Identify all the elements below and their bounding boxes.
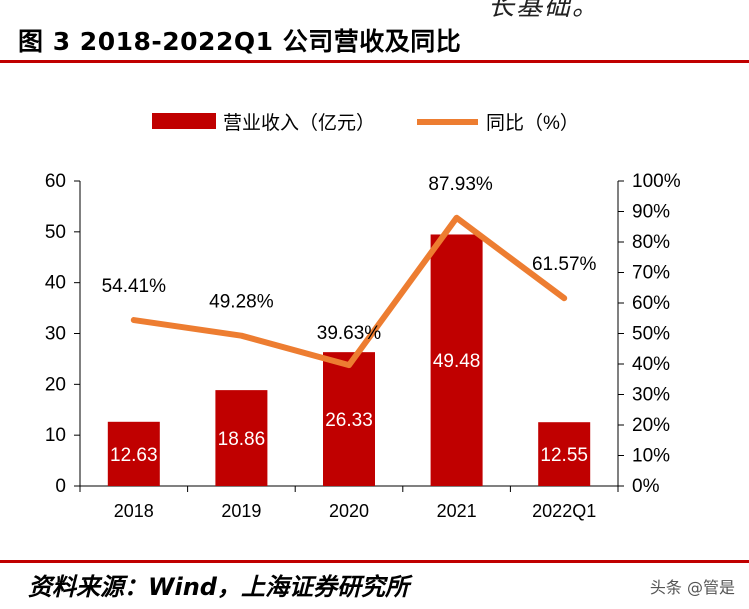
revenue-bar-label: 18.86 [218,429,266,450]
y-left-tick-label: 20 [45,374,66,395]
x-tick-label: 2022Q1 [532,501,596,521]
title-rule [0,60,749,63]
y-right-tick-label: 10% [632,446,670,467]
y-right-tick-label: 30% [632,385,670,406]
x-tick-label: 2020 [329,501,369,521]
y-right-tick-label: 60% [632,293,670,314]
y-right-tick-label: 40% [632,354,670,375]
source-note: 资料来源：Wind，上海证券研究所 [28,573,409,601]
chart: 营业收入（亿元） 同比（%） 0 10 20 30 40 50 60 0% 10% 20% 30% 40%… [45,112,681,521]
yoy-line-label: 49.28% [209,292,274,313]
revenue-bar [538,422,591,486]
y-right-tick-label: 20% [632,415,670,436]
y-left-tick-label: 60 [45,171,66,192]
revenue-bar-label: 26.33 [325,410,373,431]
revenue-bar-label: 49.48 [433,351,481,372]
y-right-tick-label: 80% [632,232,670,253]
revenue-bar [430,234,483,486]
revenue-bar [323,352,375,486]
revenue-bar [107,421,160,486]
yoy-line-label: 61.57% [532,254,597,275]
legend-bar-label: 营业收入（亿元） [223,112,375,134]
y-right-tick-label: 50% [632,324,670,345]
y-right-tick-label: 0% [632,476,660,497]
legend-bar-swatch [152,113,216,129]
yoy-line [130,214,568,369]
y-right-tick-label: 70% [632,263,670,284]
watermark: 头条 @管是 [649,578,735,597]
y-left-tick-label: 10 [45,425,66,446]
y-right-tick-label: 90% [632,202,670,223]
source-rule [0,560,749,563]
y-right-tick-label: 100% [632,171,681,192]
revenue-bar-label: 12.55 [540,445,588,466]
y-left-tick-label: 50 [45,222,66,243]
yoy-line-label: 87.93% [428,174,493,195]
figure-title: 图 3 2018-2022Q1 公司营收及同比 [18,27,462,56]
yoy-line-label: 54.41% [102,276,167,297]
revenue-bar-label: 12.63 [110,445,158,466]
legend-line-label: 同比（%） [486,112,579,134]
y-left-tick-label: 30 [45,324,66,345]
x-tick-label: 2021 [437,501,477,521]
previous-page-text-fragment: 长基础。 [488,0,601,22]
yoy-line-label: 39.63% [317,323,382,344]
y-left-tick-label: 40 [45,273,66,294]
x-tick-label: 2019 [221,501,261,521]
y-left-tick-label: 0 [55,476,66,497]
x-tick-label: 2018 [114,501,154,521]
revenue-bar [215,390,268,486]
